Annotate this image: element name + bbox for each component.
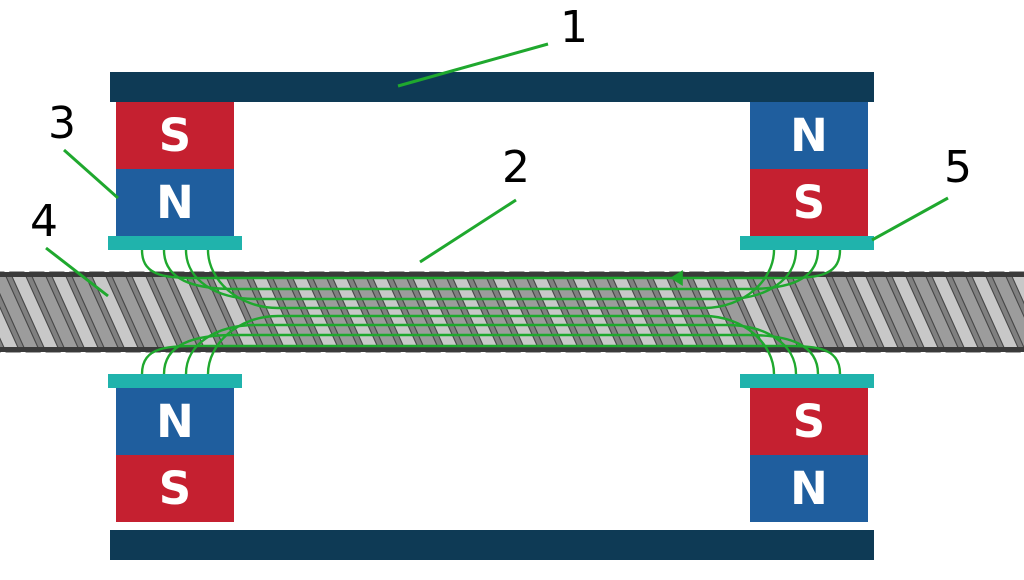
magnet-top-right: NS (750, 102, 868, 236)
leader-2 (420, 200, 516, 262)
pole-label: N (156, 176, 194, 229)
leader-5 (872, 198, 948, 240)
pole-label: N (156, 395, 194, 448)
mfl-diagram: SNNSNSSN 12345 (0, 0, 1024, 580)
magnet-top-left: SN (116, 102, 234, 236)
yoke-bottom (110, 530, 874, 560)
pole-label: S (793, 395, 825, 448)
pole-shoe-top-right (740, 236, 874, 250)
callout-1: 1 (560, 2, 588, 53)
callout-3: 3 (48, 98, 76, 149)
wire-rope (0, 272, 1024, 352)
pole-shoe-bottom-left (108, 374, 242, 388)
leader-3 (64, 150, 118, 198)
callout-5: 5 (944, 142, 972, 193)
callout-2: 2 (502, 142, 530, 193)
pole-label: S (793, 176, 825, 229)
pole-shoe-top-left (108, 236, 242, 250)
yoke-top (110, 72, 874, 102)
pole-label: S (159, 109, 191, 162)
pole-label: N (790, 109, 828, 162)
callout-4: 4 (30, 196, 58, 247)
magnet-bottom-right: SN (750, 388, 868, 522)
pole-label: S (159, 462, 191, 515)
pole-label: N (790, 462, 828, 515)
magnet-bottom-left: NS (116, 388, 234, 522)
pole-shoe-bottom-right (740, 374, 874, 388)
